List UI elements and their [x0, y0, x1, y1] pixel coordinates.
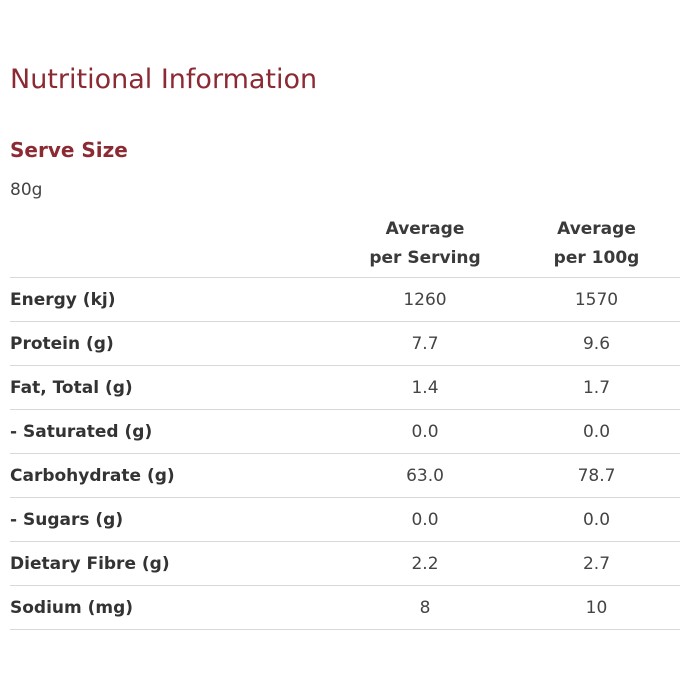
- table-header-row: Average per Serving Average per 100g: [10, 210, 680, 278]
- header-per-serving-line1: Average: [385, 218, 465, 239]
- per-100g-value: 0.0: [513, 409, 680, 454]
- table-row: - Saturated (g) 0.0 0.0: [10, 409, 680, 454]
- row-label: Dietary Fibre (g): [10, 541, 337, 586]
- table-row: Sodium (mg) 8 10: [10, 585, 680, 630]
- row-label: Protein (g): [10, 321, 337, 366]
- per-serving-value: 8: [337, 585, 513, 630]
- row-label: - Sugars (g): [10, 497, 337, 542]
- header-per-serving-line2: per Serving: [369, 247, 481, 268]
- per-100g-value: 78.7: [513, 453, 680, 498]
- header-nutrient: [10, 210, 337, 278]
- per-serving-value: 0.0: [337, 497, 513, 542]
- per-serving-value: 1.4: [337, 365, 513, 410]
- page-title: Nutritional Information: [10, 64, 318, 95]
- table-row: Energy (kj) 1260 1570: [10, 277, 680, 322]
- per-100g-value: 0.0: [513, 497, 680, 542]
- header-per-100g-line1: Average: [557, 218, 636, 239]
- per-serving-value: 0.0: [337, 409, 513, 454]
- row-label: Sodium (mg): [10, 585, 337, 630]
- row-label: Carbohydrate (g): [10, 453, 337, 498]
- per-100g-value: 1.7: [513, 365, 680, 410]
- table-row: Carbohydrate (g) 63.0 78.7: [10, 453, 680, 498]
- per-serving-value: 63.0: [337, 453, 513, 498]
- nutrition-table: Average per Serving Average per 100g Ene…: [10, 210, 680, 630]
- per-serving-value: 7.7: [337, 321, 513, 366]
- serve-size-value: 80g: [10, 180, 43, 200]
- row-label: Fat, Total (g): [10, 365, 337, 410]
- header-per-100g-line2: per 100g: [553, 247, 640, 268]
- row-label: Energy (kj): [10, 277, 337, 322]
- table-row: Fat, Total (g) 1.4 1.7: [10, 365, 680, 410]
- per-100g-value: 1570: [513, 277, 680, 322]
- per-serving-value: 2.2: [337, 541, 513, 586]
- table-row: - Sugars (g) 0.0 0.0: [10, 497, 680, 542]
- table-row: Protein (g) 7.7 9.6: [10, 321, 680, 366]
- header-per-serving: Average per Serving: [337, 210, 513, 278]
- header-per-100g: Average per 100g: [513, 210, 680, 278]
- serve-size-heading: Serve Size: [10, 138, 128, 162]
- per-100g-value: 10: [513, 585, 680, 630]
- table-row: Dietary Fibre (g) 2.2 2.7: [10, 541, 680, 586]
- row-label: - Saturated (g): [10, 409, 337, 454]
- per-100g-value: 2.7: [513, 541, 680, 586]
- per-serving-value: 1260: [337, 277, 513, 322]
- per-100g-value: 9.6: [513, 321, 680, 366]
